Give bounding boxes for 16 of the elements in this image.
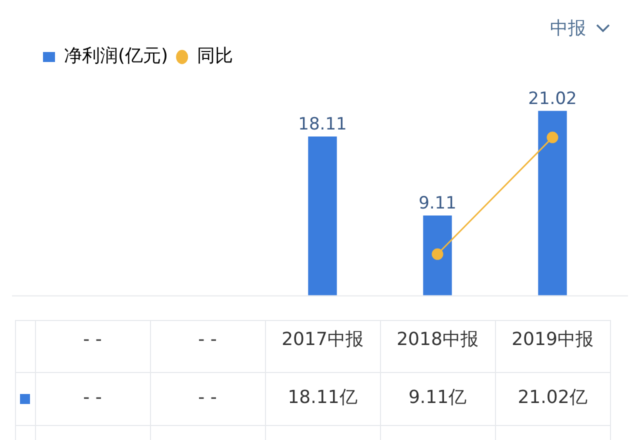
annotation: 9.11 [418,193,456,214]
text: - - [83,387,102,408]
annotation: 21.02 [528,88,577,109]
x-tick-label: 2017中报 [282,328,364,350]
x-tick-label: 2019中报 [512,328,594,350]
data-label: 9.11亿 [408,387,467,408]
legend-label: 同比 [197,46,234,67]
x-tick-label: - - [83,328,102,350]
data-label: 18.11亿 [288,387,358,408]
legend-label: 净利润(亿元) [64,46,168,67]
annotation: 18.11 [298,114,347,134]
x-tick-label: - - [198,328,217,350]
x-tick-label: 2018中报 [396,328,478,350]
data-label: 21.02亿 [518,387,588,408]
text: 中报 [550,17,586,40]
text: - - [198,387,217,408]
